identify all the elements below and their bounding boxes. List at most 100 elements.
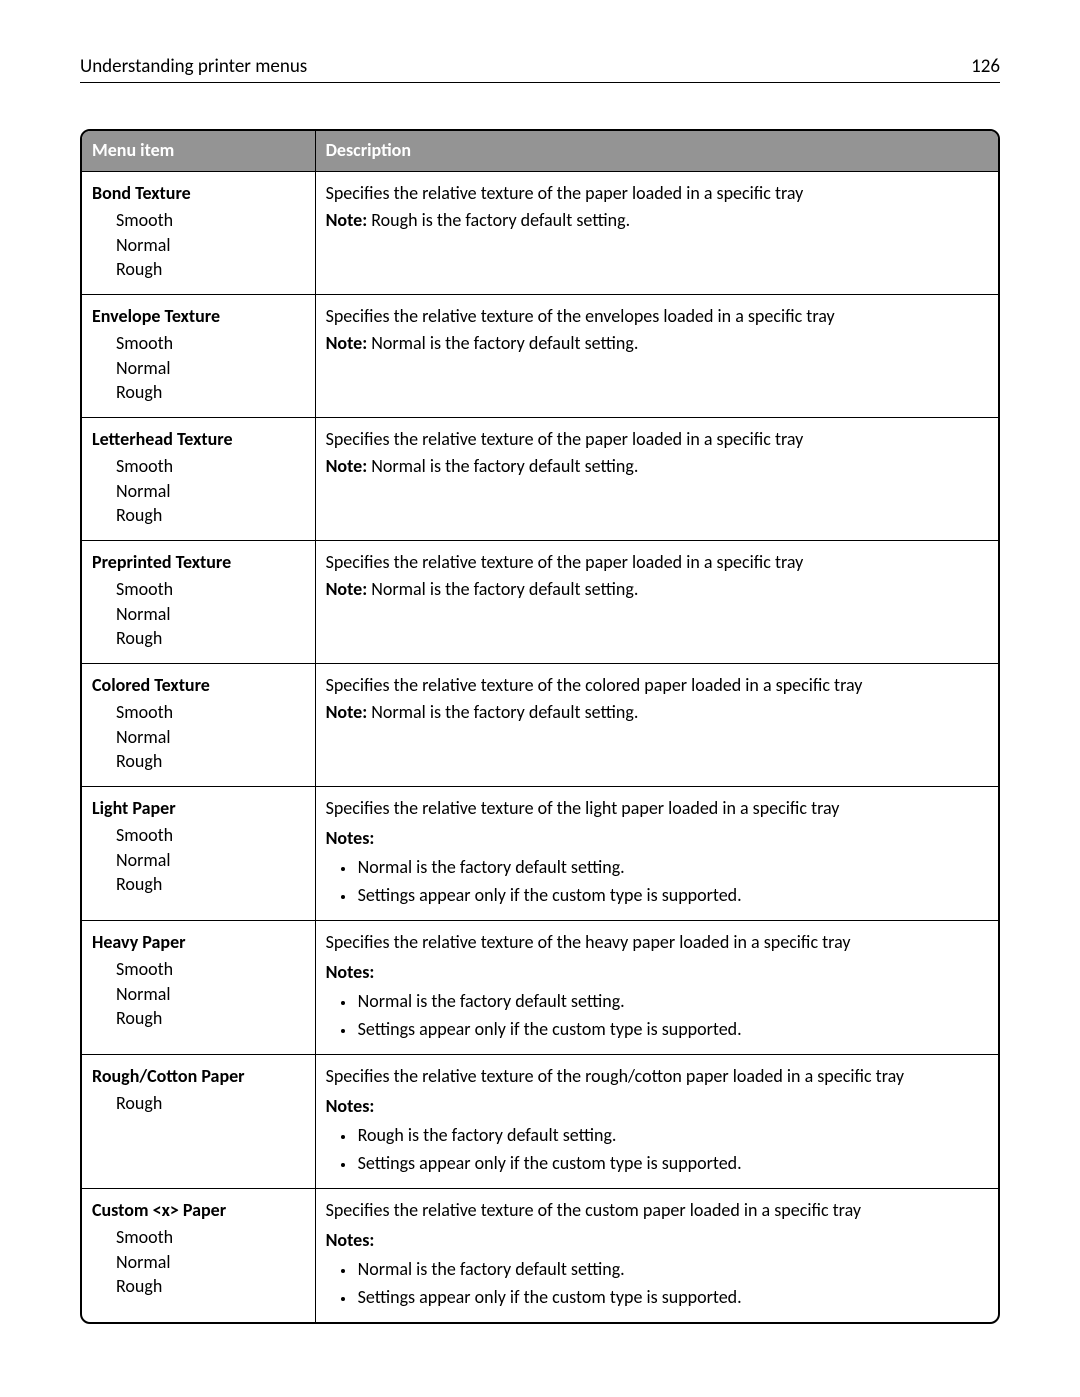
table-row: Letterhead Texture SmoothNormalRough Speci…	[82, 417, 998, 540]
table-row: Heavy Paper SmoothNormalRough Specifies th…	[82, 920, 998, 1054]
note-line: Note: Rough is the factory default setti…	[326, 209, 988, 233]
table-row: Preprinted TextureSmoothNormalRough Speci…	[82, 540, 998, 663]
note-text: Normal is the factory default setting.	[371, 455, 638, 477]
note-line: Note: Normal is the factory default sett…	[326, 701, 988, 725]
notes-label: Notes:	[326, 1229, 988, 1253]
menu-item-option: Smooth	[116, 332, 305, 356]
notes-list-item: Rough is the factory default setting.	[356, 1124, 988, 1148]
table-header-row: Menu item Description	[82, 131, 998, 171]
description-text: Specifies the relative texture of the cu…	[326, 1199, 988, 1223]
menu-item-option: Normal	[116, 726, 305, 750]
description-cell: Specifies the relative texture of the li…	[316, 786, 998, 920]
menu-item-title: Bond Texture	[92, 182, 305, 206]
menu-item-option: Rough	[116, 1275, 305, 1299]
notes-list-item: Settings appear only if the custom type …	[356, 884, 988, 908]
menu-item-option: Rough	[116, 750, 305, 774]
menu-item-title: Light Paper	[92, 797, 305, 821]
column-header-menu-item: Menu item	[82, 131, 316, 171]
menu-item-option: Smooth	[116, 1226, 305, 1250]
menu-item-cell: Envelope Texture SmoothNormalRough	[82, 294, 316, 417]
menu-item-cell: Light Paper SmoothNormalRough	[82, 786, 316, 920]
notes-list: Normal is the factory default setting. Se…	[326, 1258, 988, 1311]
menu-item-title: Heavy Paper	[92, 931, 305, 955]
notes-label: Notes:	[326, 1095, 988, 1119]
table-row: Bond Texture SmoothNormalRough Specifies t…	[82, 171, 998, 294]
description-text: Specifies the relative texture of the pa…	[326, 551, 988, 575]
notes-list: Normal is the factory default setting.Se…	[326, 856, 988, 909]
description-cell: Specifies the relative texture of the cu…	[316, 1188, 998, 1322]
column-header-description: Description	[316, 131, 998, 171]
menu-item-option: Smooth	[116, 824, 305, 848]
notes-list-item: Settings appear only if the custom type …	[356, 1286, 988, 1310]
menu-item-title: Envelope Texture	[92, 305, 305, 329]
menu-item-option: Rough	[116, 258, 305, 282]
menu-item-title: Colored Texture	[92, 674, 305, 698]
note-label: Note:	[326, 209, 368, 231]
description-cell: Specifies the relative texture of the pa…	[316, 171, 998, 294]
notes-list: Rough is the factory default setting. Set…	[326, 1124, 988, 1177]
note-line: Note: Normal is the factory default sett…	[326, 578, 988, 602]
menu-item-option: Rough	[116, 381, 305, 405]
menu-item-option: Rough	[116, 627, 305, 651]
note-text: Rough is the factory default setting.	[371, 209, 630, 231]
table-row: Rough/Cotton Paper Rough Specifies the rel…	[82, 1054, 998, 1188]
note-label: Note:	[326, 578, 368, 600]
menu-item-options: SmoothNormalRough	[92, 455, 305, 528]
menu-item-option: Normal	[116, 849, 305, 873]
menu-item-cell: Preprinted TextureSmoothNormalRough	[82, 540, 316, 663]
menu-item-title: Rough/Cotton Paper	[92, 1065, 305, 1089]
description-cell: Specifies the relative texture of the ro…	[316, 1054, 998, 1188]
description-text: Specifies the relative texture of the pa…	[326, 428, 988, 452]
notes-label: Notes:	[326, 827, 988, 851]
note-line: Note: Normal is the factory default sett…	[326, 332, 988, 356]
table-row: Envelope Texture SmoothNormalRough Specifi…	[82, 294, 998, 417]
menu-item-cell: Letterhead Texture SmoothNormalRough	[82, 417, 316, 540]
note-label: Note:	[326, 332, 368, 354]
notes-list-item: Normal is the factory default setting.	[356, 1258, 988, 1282]
menu-item-option: Normal	[116, 603, 305, 627]
menu-item-option: Normal	[116, 983, 305, 1007]
menu-item-option: Smooth	[116, 701, 305, 725]
table-row: Light Paper SmoothNormalRough Specifies th…	[82, 786, 998, 920]
menu-item-title: Custom <x> Paper	[92, 1199, 305, 1223]
menu-item-options: SmoothNormalRough	[92, 332, 305, 405]
menu-item-options: SmoothNormalRough	[92, 578, 305, 651]
description-text: Specifies the relative texture of the co…	[326, 674, 988, 698]
menu-item-options: SmoothNormalRough	[92, 209, 305, 282]
notes-label: Notes:	[326, 961, 988, 985]
menu-item-option: Normal	[116, 357, 305, 381]
menu-item-options: SmoothNormalRough	[92, 958, 305, 1031]
description-cell: Specifies the relative texture of the he…	[316, 920, 998, 1054]
menu-item-options: SmoothNormalRough	[92, 824, 305, 897]
menu-item-option: Smooth	[116, 578, 305, 602]
page-title: Understanding printer menus	[80, 55, 307, 78]
menu-item-option: Normal	[116, 480, 305, 504]
table-row: Colored Texture SmoothNormalRough Specifie…	[82, 663, 998, 786]
page: Understanding printer menus 126 Menu ite…	[0, 0, 1080, 1397]
menu-item-cell: Colored Texture SmoothNormalRough	[82, 663, 316, 786]
note-text: Normal is the factory default setting.	[371, 701, 638, 723]
menu-item-option: Smooth	[116, 958, 305, 982]
description-text: Specifies the relative texture of the pa…	[326, 182, 988, 206]
page-header: Understanding printer menus 126	[80, 55, 1000, 83]
notes-list-item: Settings appear only if the custom type …	[356, 1152, 988, 1176]
table-row: Custom <x> Paper SmoothNormalRough Specifi…	[82, 1188, 998, 1322]
description-text: Specifies the relative texture of the li…	[326, 797, 988, 821]
menu-item-title: Letterhead Texture	[92, 428, 305, 452]
notes-list-item: Settings appear only if the custom type …	[356, 1018, 988, 1042]
description-cell: Specifies the relative texture of the pa…	[316, 540, 998, 663]
menu-item-option: Smooth	[116, 209, 305, 233]
note-text: Normal is the factory default setting.	[371, 332, 638, 354]
menu-item-options: SmoothNormalRough	[92, 1226, 305, 1299]
menu-item-cell: Bond Texture SmoothNormalRough	[82, 171, 316, 294]
description-text: Specifies the relative texture of the ro…	[326, 1065, 988, 1089]
description-cell: Specifies the relative texture of the pa…	[316, 417, 998, 540]
description-text: Specifies the relative texture of the he…	[326, 931, 988, 955]
description-text: Specifies the relative texture of the en…	[326, 305, 988, 329]
menu-table: Menu item Description Bond Texture Smooth…	[80, 129, 1000, 1324]
menu-item-cell: Heavy Paper SmoothNormalRough	[82, 920, 316, 1054]
notes-list-item: Normal is the factory default setting.	[356, 990, 988, 1014]
menu-item-option: Normal	[116, 234, 305, 258]
menu-item-option: Rough	[116, 1092, 305, 1116]
menu-item-option: Smooth	[116, 455, 305, 479]
